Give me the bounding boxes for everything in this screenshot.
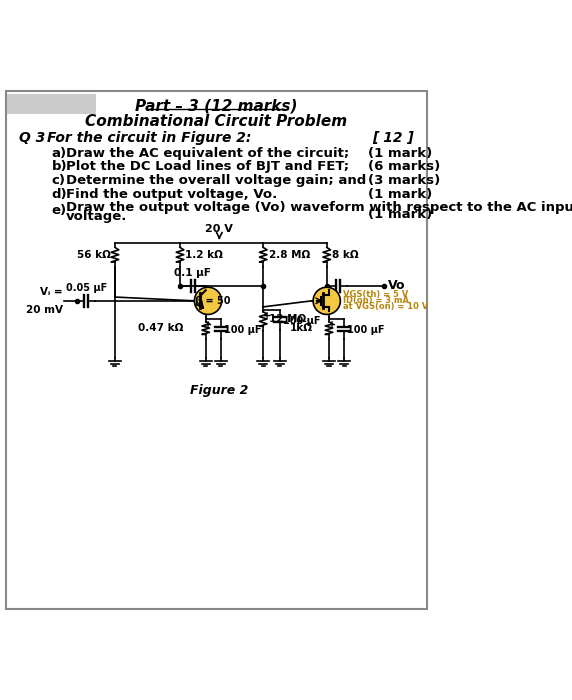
Text: a): a) [51, 147, 66, 160]
Text: Determine the overall voltage gain; and: Determine the overall voltage gain; and [66, 174, 366, 187]
Text: Draw the AC equivalent of the circuit;: Draw the AC equivalent of the circuit; [66, 147, 349, 160]
Circle shape [194, 287, 221, 314]
Text: 20 mV: 20 mV [26, 304, 63, 314]
Text: 8 kΩ: 8 kΩ [332, 250, 359, 260]
Text: 12 MΩ: 12 MΩ [268, 314, 306, 324]
Text: Draw the output voltage (Vo) waveform with respect to the AC input: Draw the output voltage (Vo) waveform wi… [66, 201, 572, 214]
Text: +: + [204, 320, 213, 330]
Text: +: + [328, 320, 336, 330]
Text: (1 mark): (1 mark) [368, 188, 432, 201]
Text: c): c) [51, 174, 65, 187]
Text: Vᵢ =: Vᵢ = [40, 287, 63, 297]
Text: 0.1 μF: 0.1 μF [174, 268, 211, 278]
Text: 100 μF: 100 μF [224, 325, 261, 335]
Text: 0.47 kΩ: 0.47 kΩ [138, 323, 183, 333]
Text: [ 12 ]: [ 12 ] [372, 131, 414, 145]
Text: e): e) [51, 204, 66, 217]
Text: (1 mark): (1 mark) [368, 147, 432, 160]
Text: Plot the DC Load lines of BJT and FET;: Plot the DC Load lines of BJT and FET; [66, 160, 349, 174]
FancyBboxPatch shape [7, 94, 96, 114]
Text: d): d) [51, 188, 67, 201]
FancyBboxPatch shape [6, 91, 427, 609]
Text: 20 V: 20 V [205, 224, 233, 234]
Text: 56 kΩ: 56 kΩ [77, 250, 110, 260]
Text: Figure 2: Figure 2 [190, 384, 248, 397]
Text: Q 3: Q 3 [19, 131, 45, 145]
Text: Vo: Vo [388, 279, 406, 292]
Text: 2.8 MΩ: 2.8 MΩ [268, 250, 310, 260]
Text: (3 marks): (3 marks) [368, 174, 440, 187]
Text: (6 marks): (6 marks) [368, 160, 440, 174]
Text: For the circuit in Figure 2:: For the circuit in Figure 2: [47, 131, 251, 145]
Text: 100 μF: 100 μF [347, 325, 384, 335]
Text: Part – 3 (12 marks): Part – 3 (12 marks) [135, 98, 297, 113]
Text: voltage.: voltage. [66, 209, 127, 223]
Text: Combinational Circuit Problem: Combinational Circuit Problem [85, 114, 347, 129]
Text: +: + [263, 311, 272, 321]
Text: 0.05 μF: 0.05 μF [66, 284, 107, 293]
Text: (1 mark): (1 mark) [368, 208, 432, 221]
Text: Find the output voltage, Vo.: Find the output voltage, Vo. [66, 188, 277, 201]
Text: VGS(th) = 5 V: VGS(th) = 5 V [343, 290, 408, 300]
Text: 1.2 kΩ: 1.2 kΩ [185, 250, 223, 260]
Text: 1kΩ: 1kΩ [289, 323, 312, 333]
Text: ID(on) = 3 mA: ID(on) = 3 mA [343, 296, 410, 305]
Circle shape [313, 287, 340, 314]
Text: at VGS(on) = 10 V: at VGS(on) = 10 V [343, 302, 428, 312]
Text: b): b) [51, 160, 67, 174]
Text: 100 μF: 100 μF [283, 316, 320, 326]
Text: β = 50: β = 50 [195, 296, 231, 306]
